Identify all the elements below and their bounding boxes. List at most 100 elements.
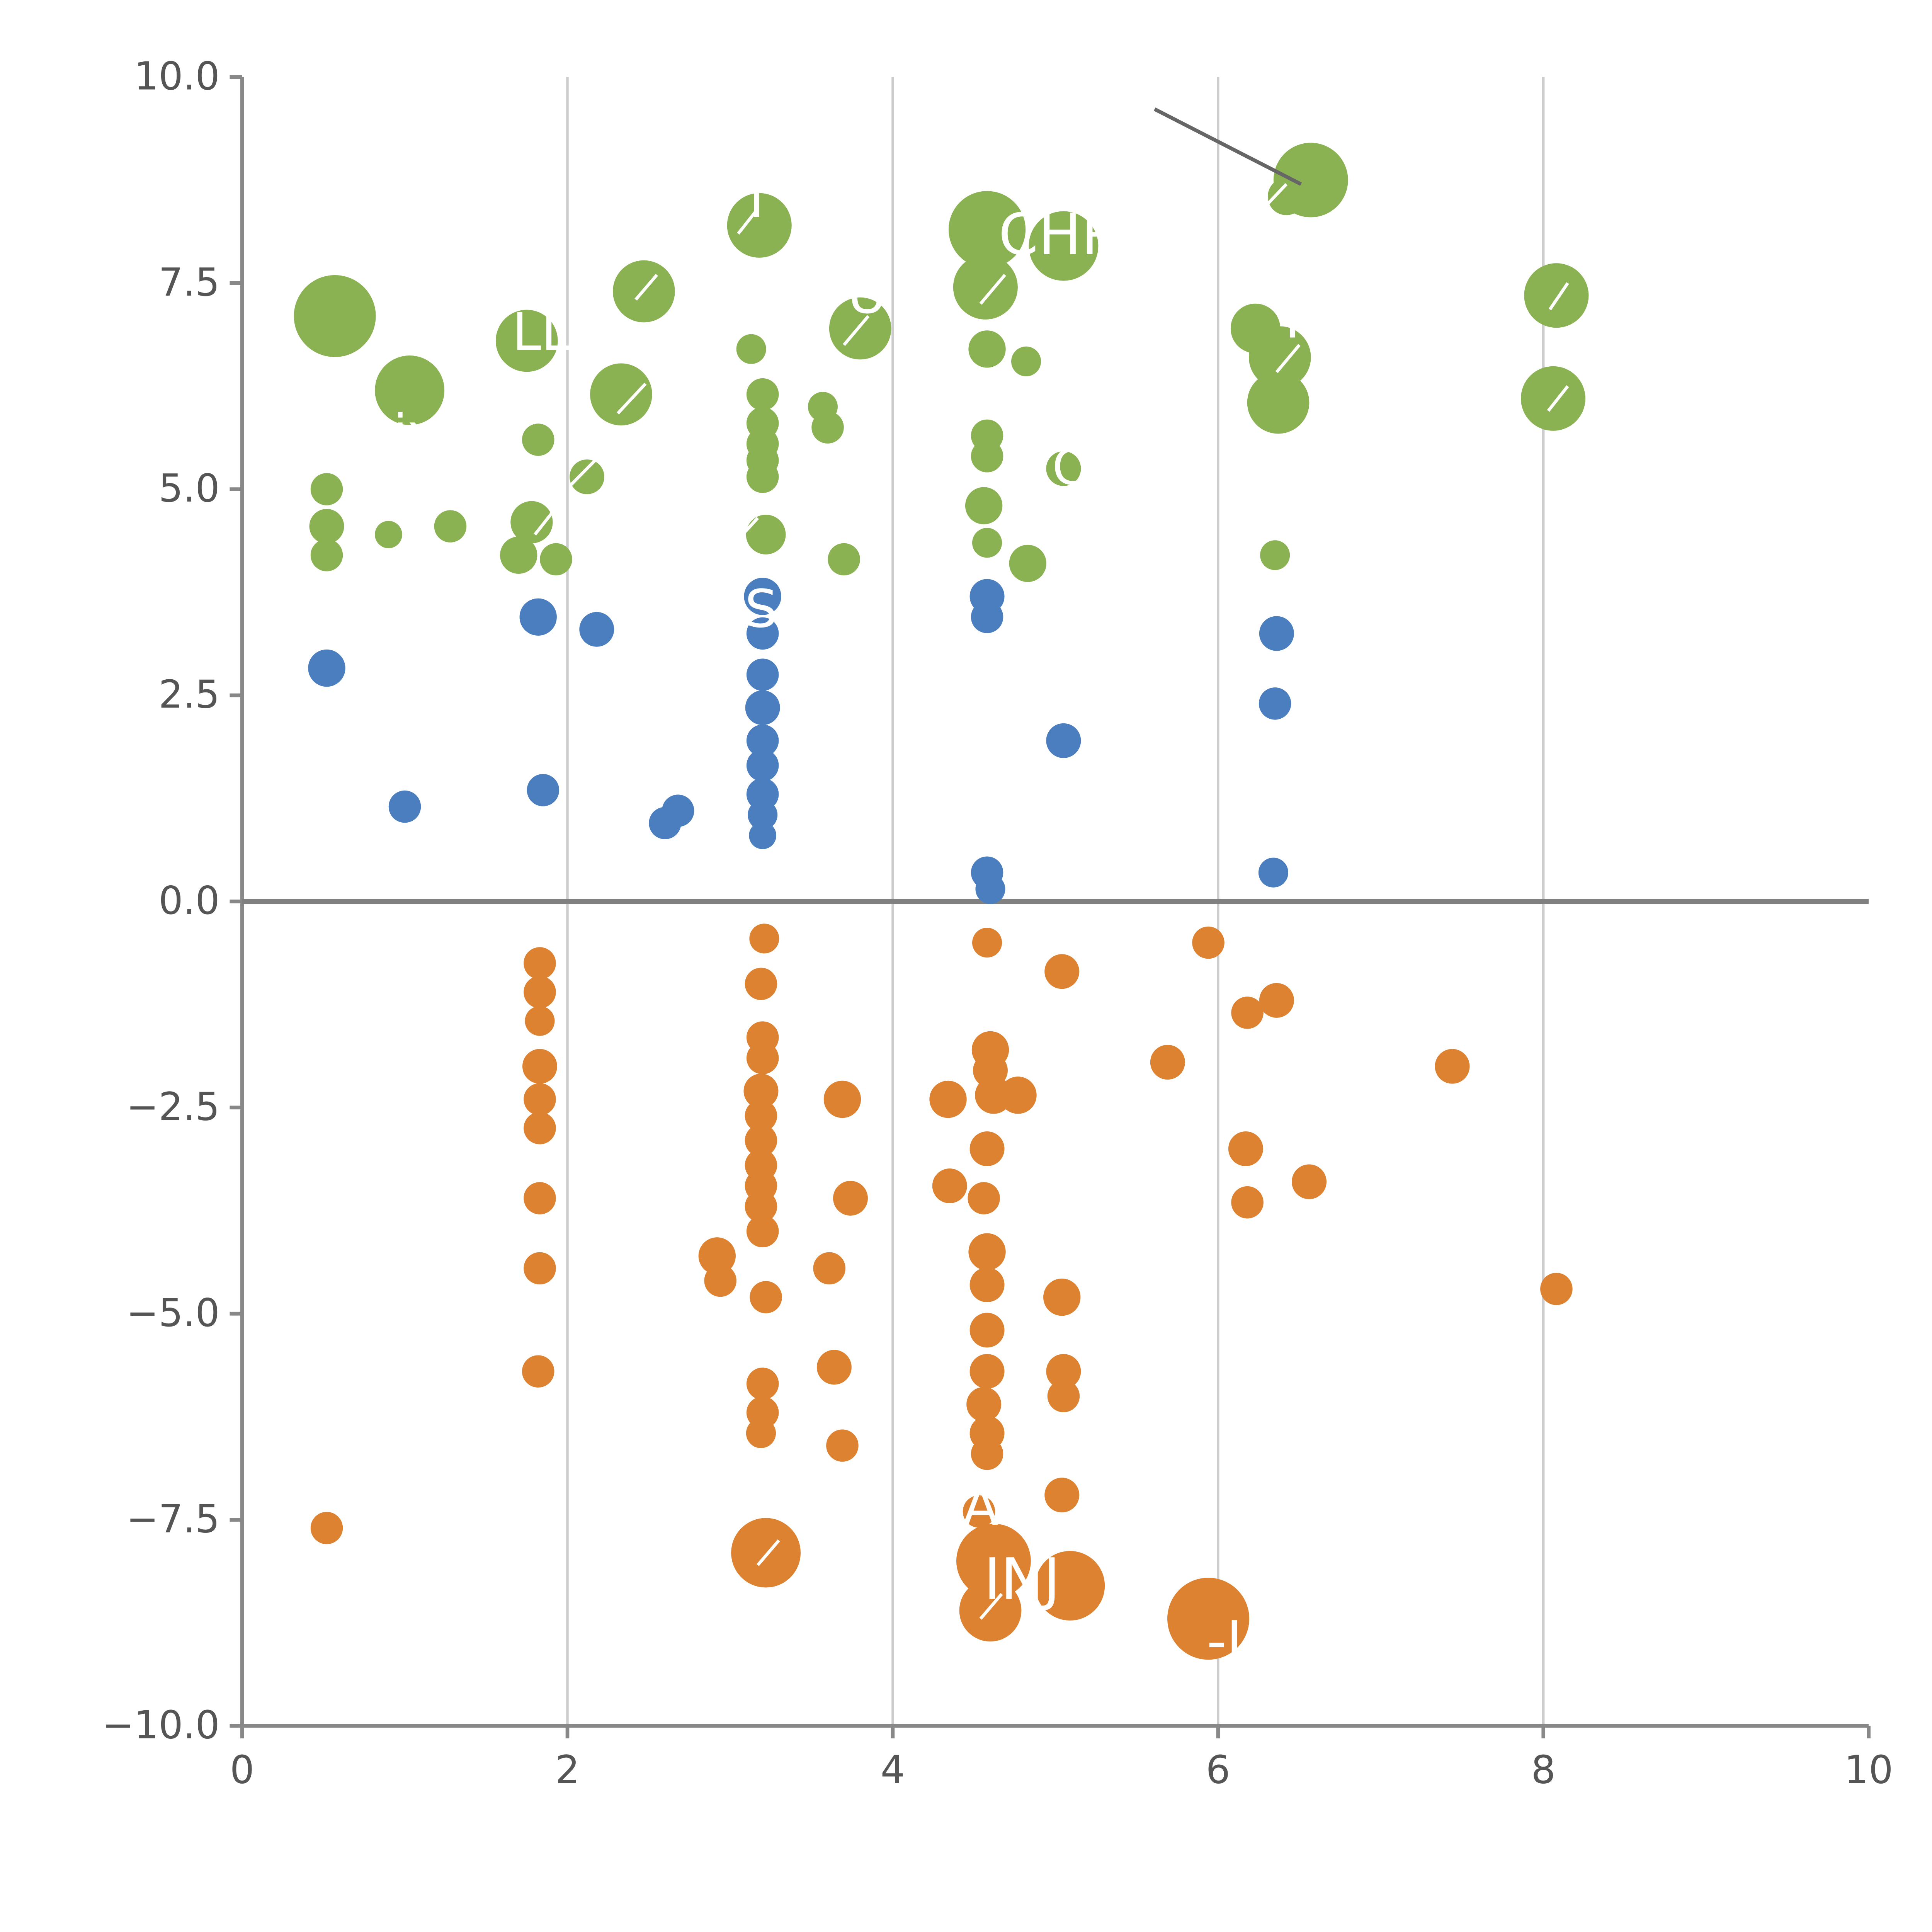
- data-point: [746, 749, 779, 782]
- data-point: [1292, 1164, 1327, 1199]
- data-point: [731, 1518, 801, 1588]
- data-point: [972, 528, 1002, 558]
- data-point: [746, 617, 779, 650]
- data-point: [524, 1112, 556, 1145]
- point-label: C: [1052, 439, 1087, 496]
- data-point: [963, 1495, 995, 1528]
- data-point: [524, 947, 556, 980]
- label-leader-lines: [534, 183, 1569, 1620]
- data-point: [524, 1182, 556, 1214]
- data-point: [579, 612, 614, 647]
- data-point: [1259, 687, 1291, 720]
- data-point: [745, 690, 780, 725]
- point-label: ix: [393, 404, 437, 462]
- series-green-positive-high: [294, 143, 1589, 582]
- data-point: [524, 1252, 556, 1285]
- label-leader-line: [1547, 385, 1569, 412]
- data-point: [309, 509, 344, 544]
- data-point: [1540, 1272, 1573, 1305]
- data-point: [1046, 723, 1081, 758]
- data-point: [745, 1099, 777, 1132]
- point-label: A: [963, 1476, 998, 1537]
- data-point: [1044, 954, 1080, 989]
- data-point: [969, 1267, 1005, 1303]
- y-tick-label: 5.0: [158, 466, 219, 511]
- y-tick-label: 2.5: [158, 673, 219, 717]
- point-label: T: [741, 172, 772, 229]
- data-point: [745, 1124, 777, 1157]
- data-point: [1520, 366, 1586, 431]
- data-point: [969, 1313, 1005, 1348]
- data-point: [971, 1437, 1003, 1470]
- data-point: [1029, 211, 1099, 281]
- data-point: [525, 1006, 555, 1036]
- data-point: [748, 800, 778, 830]
- data-point: [746, 515, 786, 554]
- point-label: INJ: [984, 1546, 1060, 1612]
- data-point: [969, 1354, 1005, 1389]
- axis-tick-labels: 0 2 4 6 8 10 10.0 7.5 5.0 2.5 0.0 −2.5 −5.0 −7.5 −10.0: [102, 54, 1893, 1792]
- data-point: [1267, 178, 1305, 215]
- data-point: [746, 778, 779, 811]
- label-leader-line: [634, 274, 658, 301]
- data-point: [524, 1083, 556, 1116]
- label-leader-line: [979, 1593, 1003, 1620]
- data-point: [948, 191, 1026, 268]
- point-label: LL: [512, 301, 570, 362]
- data-point: [966, 1387, 1002, 1422]
- label-leader-line: [570, 459, 596, 486]
- x-tick-label: 8: [1531, 1748, 1556, 1792]
- data-point: [1231, 997, 1264, 1029]
- data-point: [816, 1350, 852, 1385]
- axis-ticks: [230, 75, 1871, 1738]
- label-leader-line: [534, 509, 556, 536]
- data-points-layer: [294, 143, 1589, 1660]
- label-leader-line: [734, 517, 759, 544]
- point-label: -I: [1207, 1610, 1243, 1673]
- data-point: [1228, 1131, 1263, 1166]
- data-point: [833, 1181, 868, 1216]
- y-tick-label: −7.5: [126, 1497, 220, 1541]
- x-tick-label: 0: [230, 1748, 254, 1792]
- y-tick-label: −10.0: [102, 1703, 220, 1748]
- y-tick-label: 10.0: [134, 54, 220, 99]
- data-point: [826, 1429, 859, 1462]
- annotation-callout-line: [1153, 107, 1302, 186]
- y-tick-label: 7.5: [158, 260, 219, 305]
- data-point: [1524, 263, 1589, 328]
- data-point: [828, 543, 860, 576]
- annotation-line-layer: [1153, 107, 1302, 186]
- y-tick-label: 0.0: [158, 879, 219, 923]
- data-point: [1231, 1186, 1264, 1219]
- data-point: [929, 1080, 967, 1118]
- data-point: [310, 473, 343, 505]
- label-leader-line: [1548, 282, 1569, 311]
- data-point: [959, 1579, 1022, 1642]
- data-point: [375, 355, 445, 425]
- data-point: [746, 1418, 776, 1448]
- data-point: [524, 976, 556, 1009]
- data-point: [736, 334, 766, 364]
- data-point: [388, 790, 421, 823]
- data-point: [1046, 1354, 1081, 1389]
- label-leader-line: [617, 383, 647, 415]
- data-point: [522, 1049, 557, 1084]
- data-point: [749, 821, 776, 849]
- data-point: [746, 658, 779, 691]
- data-point: [1259, 983, 1294, 1018]
- data-point: [308, 649, 345, 687]
- data-point: [590, 363, 652, 426]
- data-point: [540, 543, 572, 576]
- data-point: [500, 536, 537, 574]
- data-point: [1035, 1551, 1105, 1621]
- data-point: [932, 1168, 967, 1204]
- data-point: [746, 1042, 779, 1075]
- point-label: S: [745, 578, 778, 639]
- x-tick-label: 4: [881, 1748, 905, 1792]
- data-point: [519, 598, 557, 636]
- data-point: [1258, 857, 1288, 888]
- data-point: [527, 774, 560, 806]
- data-point: [746, 461, 779, 493]
- data-point: [746, 1215, 779, 1248]
